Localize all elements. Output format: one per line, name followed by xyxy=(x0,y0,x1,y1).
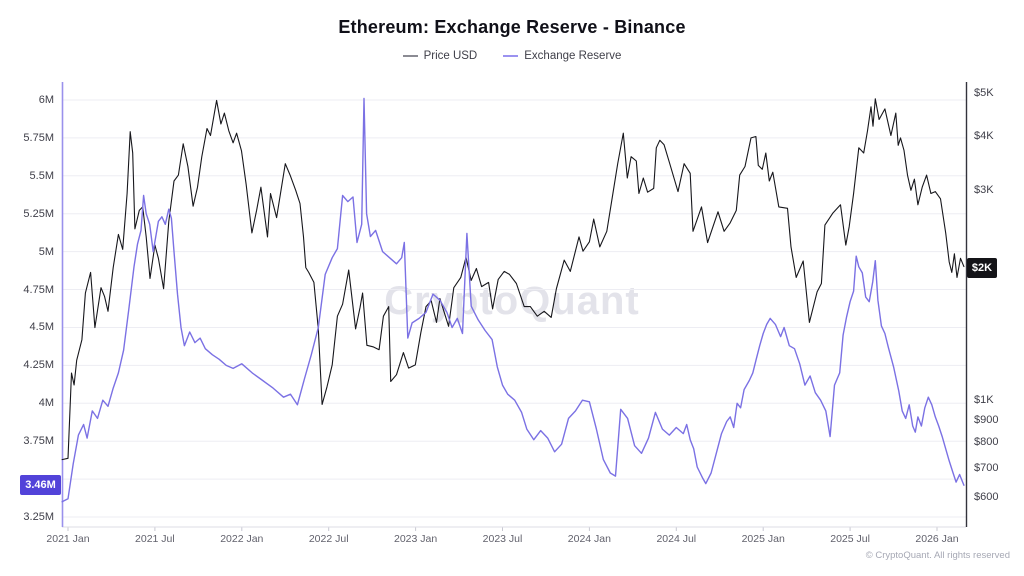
x-tick-2025-Jul: 2025 Jul xyxy=(830,533,870,545)
right-tick-$900: $900 xyxy=(974,413,999,426)
left-tick-3.75M: 3.75M xyxy=(23,435,54,448)
x-tick-2021-Jan: 2021 Jan xyxy=(46,533,90,545)
reserve-line-dash-icon xyxy=(503,55,519,57)
right-tick-$5K: $5K xyxy=(974,87,994,99)
x-tick-2022-Jul: 2022 Jul xyxy=(308,533,349,545)
right-tick-$700: $700 xyxy=(974,461,999,474)
right-tick-$4K: $4K xyxy=(974,129,994,142)
x-tick-2023-Jan: 2023 Jan xyxy=(393,533,438,545)
x-tick-2024-Jul: 2024 Jul xyxy=(656,533,697,545)
page-title: Ethereum: Exchange Reserve - Binance xyxy=(338,17,686,37)
price-current-value-badge: $2K xyxy=(967,258,997,278)
legend-item-reserve[interactable]: Exchange Reserve xyxy=(503,50,621,62)
right-tick-$600: $600 xyxy=(974,491,999,503)
reserve-current-value-badge: 3.46M xyxy=(20,475,61,495)
x-tick-2021-Jul: 2021 Jul xyxy=(135,533,175,545)
left-tick-4M: 4M xyxy=(38,397,54,410)
legend-label-price: Price USD xyxy=(423,50,478,62)
x-tick-2024-Jan: 2024 Jan xyxy=(567,533,611,545)
price-line xyxy=(61,98,965,461)
right-tick-$3K: $3K xyxy=(974,184,994,197)
legend-item-price[interactable]: Price USD xyxy=(402,50,478,62)
left-tick-3.25M: 3.25M xyxy=(23,511,54,523)
left-tick-5.25M: 5.25M xyxy=(23,207,54,220)
legend-label-reserve: Exchange Reserve xyxy=(524,50,622,62)
copyright-notice: © CryptoQuant. All rights reserved xyxy=(865,550,1010,561)
x-tick-2026-Jan: 2026 Jan xyxy=(915,533,959,545)
left-tick-5.5M: 5.5M xyxy=(29,169,54,182)
right-tick-$800: $800 xyxy=(974,436,999,449)
left-tick-4.25M: 4.25M xyxy=(23,359,54,372)
legend: Price USD Exchange Reserve xyxy=(0,50,1024,62)
left-tick-5.75M: 5.75M xyxy=(23,131,54,144)
right-tick-$1K: $1K xyxy=(974,393,994,406)
x-tick-2022-Jan: 2022 Jan xyxy=(220,533,264,545)
price-line-dash-icon xyxy=(402,55,418,57)
left-tick-4.5M: 4.5M xyxy=(29,321,54,334)
left-tick-6M: 6M xyxy=(38,94,54,106)
x-tick-2023-Jul: 2023 Jul xyxy=(482,533,523,545)
left-tick-4.75M: 4.75M xyxy=(23,283,54,296)
left-tick-5M: 5M xyxy=(38,245,54,258)
x-tick-2025-Jan: 2025 Jan xyxy=(741,533,785,545)
reserve-line xyxy=(61,97,965,503)
